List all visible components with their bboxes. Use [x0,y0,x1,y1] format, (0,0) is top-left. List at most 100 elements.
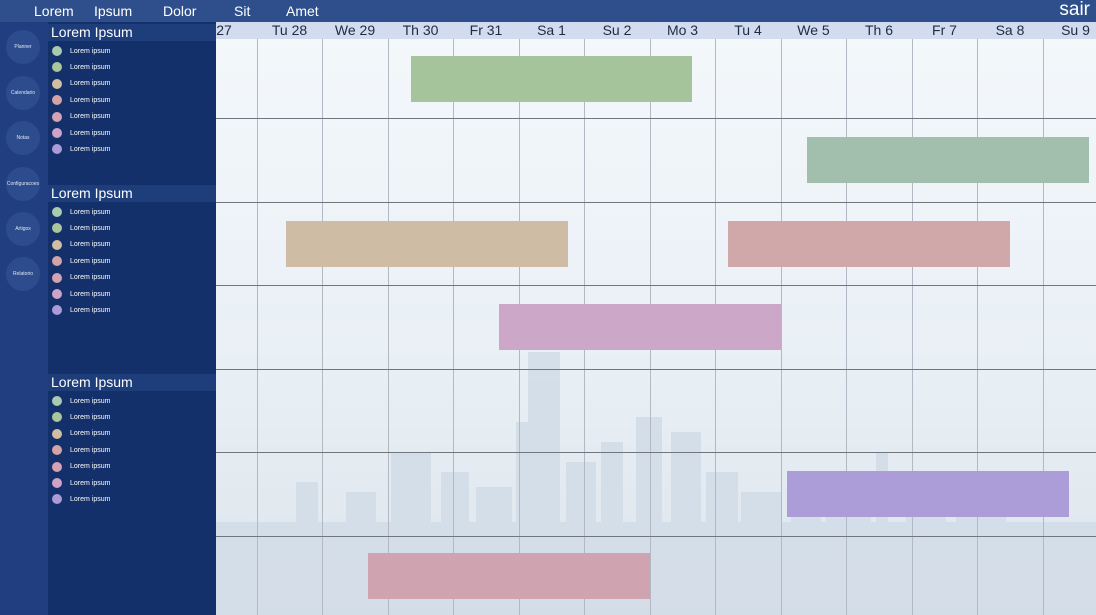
category-item-label: Lorem ipsum [70,129,111,137]
lane-divider [216,118,1096,119]
category-item-label: Lorem ipsum [70,306,111,314]
day-label: Mo 3 [666,22,699,38]
category-item-label: Lorem ipsum [70,241,111,249]
day-header: 27 Tu 28 We 29 Th 30 Fr 31 Sa 1 Su 2 Mo 3 Tu 4 We… [216,22,1096,39]
day-label: We 5 [797,22,830,38]
category-item[interactable]: Lorem ipsum [48,271,110,285]
category-item[interactable]: Lorem ipsum [48,492,110,506]
color-dot-icon [52,445,62,456]
category-item[interactable]: Lorem ipsum [48,394,110,408]
category-item[interactable]: Lorem ipsum [48,287,110,301]
category-item[interactable]: Lorem ipsum [48,427,110,441]
category-item[interactable]: Lorem ipsum [48,205,110,219]
category-item-label: Lorem ipsum [70,257,111,265]
category-item[interactable]: Lorem ipsum [48,221,110,235]
category-item-label: Lorem ipsum [70,113,111,121]
icon-rail: Planner Calendario Notas Configuracoes A… [0,22,48,615]
category-item-label: Lorem ipsum [70,80,111,88]
color-dot-icon [52,428,62,439]
notes-button[interactable]: Notas [6,121,40,155]
planner-button[interactable]: Planner [6,30,40,64]
top-nav-bar: Lorem Ipsum Dolor Sit Amet sair [0,0,1096,22]
category-item[interactable]: Lorem ipsum [48,443,110,457]
category-item[interactable]: Lorem ipsum [48,93,110,107]
day-gridline [388,39,389,615]
category-item-label: Lorem ipsum [70,47,111,55]
color-dot-icon [52,128,62,138]
task-bar[interactable] [787,471,1069,517]
category-item-label: Lorem ipsum [70,397,111,405]
day-gridline [322,39,323,615]
category-item-label: Lorem ipsum [70,290,111,298]
category-item-label: Lorem ipsum [70,479,111,487]
lane-divider [216,285,1096,286]
task-bar[interactable] [499,304,781,350]
category-item[interactable]: Lorem ipsum [48,110,110,124]
day-gridline [781,39,782,615]
category-item[interactable]: Lorem ipsum [48,142,110,156]
category-item[interactable]: Lorem ipsum [48,44,110,58]
task-bar[interactable] [368,552,650,599]
color-dot-icon [52,78,62,89]
category-item[interactable]: Lorem ipsum [48,238,110,252]
category-item[interactable]: Lorem ipsum [48,60,110,74]
day-label: Tu 28 [271,22,308,38]
category-item-label: Lorem ipsum [70,463,111,471]
report-button[interactable]: Relatorio [6,257,40,291]
category-item-label: Lorem ipsum [70,208,111,216]
color-dot-icon [52,62,62,73]
task-bar[interactable] [806,137,1089,183]
calendar-button[interactable]: Calendario [6,76,40,110]
day-label: Su 9 [1061,22,1090,38]
day-label: Fr 7 [932,22,957,38]
settings-button[interactable]: Configuracoes [6,167,40,201]
category-item-label: Lorem ipsum [70,495,111,503]
day-label: Su 2 [602,22,632,38]
articles-button[interactable]: Artigos [6,212,40,246]
day-label: Th 30 [402,22,439,38]
day-gridline [1043,39,1044,615]
category-item[interactable]: Lorem ipsum [48,254,110,268]
day-label: Sa 8 [995,22,1025,38]
day-gridline [453,39,454,615]
nav-item-sit[interactable]: Sit [234,3,251,19]
task-bar[interactable] [410,55,693,102]
category-item[interactable]: Lorem ipsum [48,476,110,490]
color-dot-icon [52,95,62,106]
category-item-label: Lorem ipsum [70,145,111,153]
exit-link[interactable]: sair [1059,0,1090,20]
day-label: We 29 [334,22,376,38]
nav-item-ipsum[interactable]: Ipsum [94,3,133,19]
color-dot-icon [52,223,62,234]
lane-divider [216,202,1096,203]
category-item-label: Lorem ipsum [70,274,111,282]
color-dot-icon [52,272,62,283]
category-item-label: Lorem ipsum [70,430,111,438]
category-item[interactable]: Lorem ipsum [48,126,110,140]
category-item-label: Lorem ipsum [70,446,111,454]
category-item[interactable]: Lorem ipsum [48,410,110,424]
category-item-label: Lorem ipsum [70,63,111,71]
color-dot-icon [52,494,62,505]
group-title: Lorem Ipsum [48,374,216,391]
color-dot-icon [52,239,62,250]
day-gridline [257,39,258,615]
category-item[interactable]: Lorem ipsum [48,460,110,474]
task-bar[interactable] [286,220,568,267]
color-dot-icon [52,111,62,122]
lane-divider [216,536,1096,537]
day-gridline [912,39,913,615]
lane-divider [216,369,1096,370]
color-dot-icon [52,412,62,423]
gantt-timeline: 27 Tu 28 We 29 Th 30 Fr 31 Sa 1 Su 2 Mo 3 Tu 4 We… [216,22,1096,615]
color-dot-icon [52,207,62,217]
nav-item-lorem[interactable]: Lorem [34,3,74,19]
color-dot-icon [52,289,62,299]
lane-divider [216,452,1096,453]
category-item[interactable]: Lorem ipsum [48,77,110,91]
nav-item-dolor[interactable]: Dolor [163,3,197,19]
task-bar[interactable] [728,220,1010,267]
category-item-label: Lorem ipsum [70,96,111,104]
category-item[interactable]: Lorem ipsum [48,303,110,317]
nav-item-amet[interactable]: Amet [286,3,319,19]
